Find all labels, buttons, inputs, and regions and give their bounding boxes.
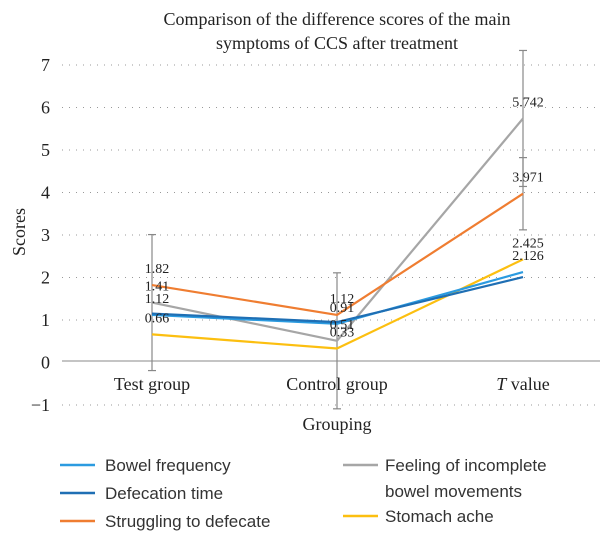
series-line-defecation-time	[151, 276, 524, 324]
series-line-struggling-to-defecate	[151, 192, 524, 316]
y-tick-label: 4	[41, 183, 50, 203]
chart-title-line-2: symptoms of CCS after treatment	[216, 33, 458, 53]
data-label: 3.971	[512, 171, 544, 186]
x-tick-label: Control group	[286, 374, 388, 394]
data-label: 1.41	[145, 280, 170, 295]
data-label: 1.12	[330, 292, 355, 307]
legend-label: Feeling of incomplete	[385, 456, 547, 475]
data-label: 5.742	[512, 95, 544, 110]
y-tick-label: 7	[41, 55, 50, 75]
x-axis-label: Grouping	[303, 414, 372, 434]
y-tick-label: 1	[41, 310, 50, 330]
legend-label: Struggling to defecate	[105, 512, 270, 531]
data-label: 1.12	[145, 292, 170, 307]
x-tick-label: Test group	[114, 374, 190, 394]
y-tick-label: −1	[31, 395, 50, 415]
data-labels: 1.120.912.1261.821.123.9711.410.515.7420…	[145, 95, 544, 340]
data-label: 0.91	[330, 301, 355, 316]
data-label: 0.33	[330, 325, 355, 340]
data-label: 1.82	[145, 262, 170, 277]
y-axis-label: Scores	[9, 208, 29, 256]
legend-label: Defecation time	[105, 484, 223, 503]
y-tick-label: 5	[41, 140, 50, 160]
data-label: 2.425	[512, 236, 544, 251]
legend-label: bowel movements	[385, 482, 522, 501]
data-label: 0.51	[330, 318, 355, 333]
gridlines	[62, 64, 600, 406]
y-axis: −1 0 1 2 3 4 5 6 7	[31, 55, 50, 415]
x-axis: Test group Control group T value	[114, 374, 550, 394]
legend-label: Bowel frequency	[105, 456, 231, 475]
data-label: 2.126	[512, 249, 544, 264]
y-tick-label: 0	[41, 353, 50, 373]
y-tick-label: 6	[41, 98, 50, 118]
series-lines	[151, 117, 524, 350]
chart-title-line-1: Comparison of the difference scores of t…	[163, 9, 510, 29]
data-label: 0.66	[145, 311, 170, 326]
legend-label: Stomach ache	[385, 507, 494, 526]
y-tick-label: 2	[41, 268, 50, 288]
y-tick-label: 3	[41, 225, 50, 245]
error-bars	[148, 49, 527, 410]
series-line-bowel-frequency	[151, 271, 524, 325]
legend: Bowel frequency Defecation time Struggling…	[60, 456, 547, 531]
x-tick-label: T value	[496, 374, 550, 394]
